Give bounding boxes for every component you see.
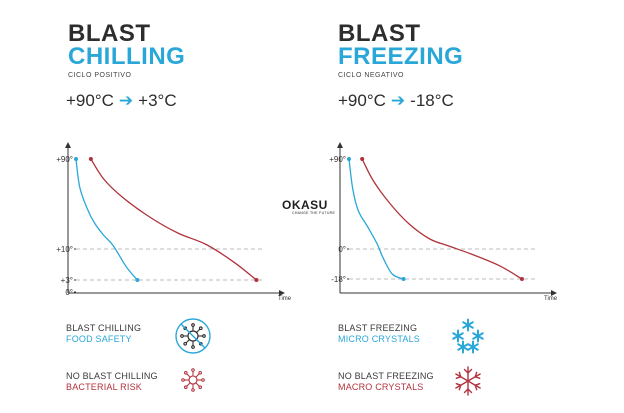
- freezing-subtitle: CICLO NEGATIVO: [338, 72, 404, 79]
- freezing-series-1-line: [361, 158, 523, 280]
- chilling-chart: +90° +10° +3° 0° Time: [56, 142, 292, 302]
- chilling-temp-from: +90°C: [66, 91, 114, 110]
- freezing-chart: +90° 0° -18° Time: [329, 142, 558, 302]
- micro-crystal-2: [472, 329, 484, 343]
- freezing-legend-without-label: NO BLAST FREEZING: [338, 371, 434, 381]
- micro-crystal-3: [457, 340, 469, 354]
- micro-crystal-1: [452, 329, 464, 343]
- chilling-x-label: Time: [278, 296, 292, 302]
- freezing-y-tick-0: +90°: [329, 155, 346, 164]
- freezing-y-tick-2: -18°: [331, 275, 346, 284]
- chilling-legend-without-label: NO BLAST CHILLING: [66, 371, 158, 381]
- snowflake-icon: [455, 366, 481, 396]
- chilling-legend-without-result: BACTERIAL RISK: [66, 382, 142, 392]
- chilling-y-tick-3: 0°: [65, 288, 73, 297]
- bacteria-icon: [181, 368, 205, 392]
- freezing-legend-with-label: BLAST FREEZING: [338, 323, 418, 333]
- freezing-series-0-line: [348, 158, 404, 280]
- freezing-legend-with-result: MICRO CRYSTALS: [338, 334, 420, 344]
- logo-tagline: CHANGE THE FUTURE: [292, 211, 336, 215]
- freezing-series-1-end-point: [519, 277, 524, 281]
- freezing-y-tick-1: 0°: [338, 245, 346, 254]
- freezing-series-0-start-point: [347, 157, 351, 161]
- chilling-legend-with-result: FOOD SAFETY: [66, 334, 132, 344]
- bacteria-crossed-icon: [175, 318, 211, 354]
- chilling-series-0-line: [75, 158, 138, 281]
- arrow-right-icon: ➔: [390, 91, 406, 110]
- chilling-series-0-end-point: [135, 278, 140, 282]
- freezing-series-0-end-point: [401, 277, 406, 281]
- chilling-temp-range: +90°C ➔ +3°C: [66, 91, 177, 111]
- chilling-y-tick-0: +90°: [56, 155, 73, 164]
- chilling-y-tick-2: +3°: [61, 276, 73, 285]
- chilling-series-1-end-point: [254, 278, 259, 282]
- logo-name: OKASU: [282, 198, 328, 212]
- freezing-temp-from: +90°C: [338, 91, 386, 110]
- freezing-title-line1: BLAST: [338, 20, 421, 47]
- chilling-title-line2: CHILLING: [68, 43, 186, 70]
- chilling-series-1-line: [90, 158, 257, 281]
- chilling-title-line1: BLAST: [68, 20, 151, 47]
- chilling-subtitle: CICLO POSITIVO: [68, 72, 132, 79]
- micro-crystal-4: [467, 340, 479, 354]
- freezing-x-label: Time: [544, 296, 558, 302]
- chilling-temp-to: +3°C: [138, 91, 177, 110]
- freezing-series-1-start-point: [360, 157, 365, 161]
- chilling-series-0-start-point: [74, 157, 78, 161]
- chilling-y-tick-1: +10°: [56, 245, 73, 254]
- micro-crystals-icon: [452, 318, 484, 354]
- arrow-right-icon: ➔: [118, 91, 134, 110]
- blast-chilling-panel: BLAST CHILLING CICLO POSITIVO +90°C ➔ +3°C…: [0, 0, 300, 413]
- okasu-logo: OKASU CHANGE THE FUTURE: [282, 198, 346, 218]
- blast-freezing-panel: BLAST FREEZING CICLO NEGATIVO +90°C ➔ -18°…: [282, 0, 582, 413]
- freezing-temp-to: -18°C: [410, 91, 454, 110]
- chilling-legend-with-label: BLAST CHILLING: [66, 323, 142, 333]
- micro-crystal-0: [462, 318, 474, 332]
- freezing-legend-without-result: MACRO CRYSTALS: [338, 382, 424, 392]
- freezing-title-line2: FREEZING: [338, 43, 464, 70]
- chilling-series-1-start-point: [88, 157, 93, 161]
- freezing-temp-range: +90°C ➔ -18°C: [338, 91, 454, 111]
